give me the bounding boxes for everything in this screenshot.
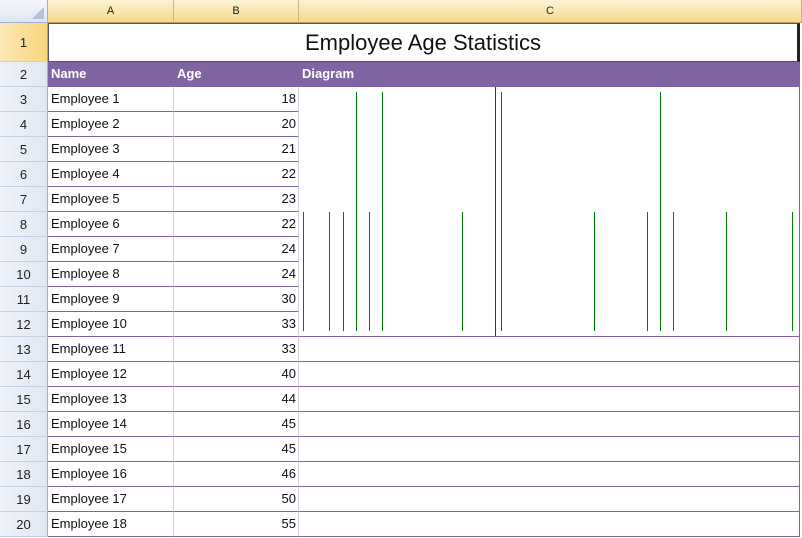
employee-age-cell[interactable]: 22 [174, 162, 299, 187]
employee-name-cell[interactable]: Employee 14 [48, 412, 174, 437]
header-age[interactable]: Age [177, 66, 202, 81]
row-header-8[interactable]: 8 [0, 212, 48, 237]
select-all-corner[interactable] [0, 0, 48, 23]
row-header-3[interactable]: 3 [0, 87, 48, 112]
employee-name-cell[interactable]: Employee 6 [48, 212, 174, 237]
employee-name-cell[interactable]: Employee 8 [48, 262, 174, 287]
employee-age-cell[interactable]: 33 [174, 337, 299, 362]
employee-age-cell[interactable]: 33 [174, 312, 299, 337]
employee-name-cell[interactable]: Employee 9 [48, 287, 174, 312]
row-header-13[interactable]: 13 [0, 337, 48, 362]
employee-name-cell[interactable]: Employee 1 [48, 87, 174, 112]
employee-age-cell[interactable]: 30 [174, 287, 299, 312]
column-header-b[interactable]: B [174, 0, 299, 23]
employee-age-cell[interactable]: 22 [174, 212, 299, 237]
employee-name-cell[interactable]: Employee 3 [48, 137, 174, 162]
diagram-empty-cell[interactable] [299, 387, 800, 412]
row-header-18[interactable]: 18 [0, 462, 48, 487]
employee-name-cell[interactable]: Employee 2 [48, 112, 174, 137]
age-diagram [299, 87, 800, 337]
employee-name-cell[interactable]: Employee 12 [48, 362, 174, 387]
row-header-6[interactable]: 6 [0, 162, 48, 187]
employee-age-cell[interactable]: 24 [174, 237, 299, 262]
employee-name-cell[interactable]: Employee 11 [48, 337, 174, 362]
table-header-row: Name Age Diagram [48, 62, 800, 87]
employee-name-cell[interactable]: Employee 16 [48, 462, 174, 487]
employee-name-cell[interactable]: Employee 7 [48, 237, 174, 262]
employee-age-cell[interactable]: 20 [174, 112, 299, 137]
employee-age-cell[interactable]: 24 [174, 262, 299, 287]
corner-triangle [32, 7, 44, 19]
strip-chart [303, 87, 793, 336]
employee-age-cell[interactable]: 23 [174, 187, 299, 212]
employee-age-cell[interactable]: 44 [174, 387, 299, 412]
header-diagram[interactable]: Diagram [302, 66, 355, 81]
row-header-10[interactable]: 10 [0, 262, 48, 287]
employee-age-cell[interactable]: 45 [174, 412, 299, 437]
row-header-16[interactable]: 16 [0, 412, 48, 437]
employee-age-cell[interactable]: 55 [174, 512, 299, 537]
employee-name-cell[interactable]: Employee 10 [48, 312, 174, 337]
row-header-9[interactable]: 9 [0, 237, 48, 262]
employee-age-cell[interactable]: 40 [174, 362, 299, 387]
employee-name-cell[interactable]: Employee 18 [48, 512, 174, 537]
diagram-empty-cell[interactable] [299, 412, 800, 437]
diagram-empty-cell[interactable] [299, 512, 800, 537]
employee-name-cell[interactable]: Employee 13 [48, 387, 174, 412]
employee-name-cell[interactable]: Employee 17 [48, 487, 174, 512]
row-header-19[interactable]: 19 [0, 487, 48, 512]
row-header-12[interactable]: 12 [0, 312, 48, 337]
row-header-5[interactable]: 5 [0, 137, 48, 162]
row-header-1[interactable]: 1 [0, 23, 48, 62]
row-header-4[interactable]: 4 [0, 112, 48, 137]
row-header-11[interactable]: 11 [0, 287, 48, 312]
diagram-empty-cell[interactable] [299, 337, 800, 362]
employee-age-cell[interactable]: 45 [174, 437, 299, 462]
diagram-empty-cell[interactable] [299, 362, 800, 387]
row-header-14[interactable]: 14 [0, 362, 48, 387]
employee-name-cell[interactable]: Employee 4 [48, 162, 174, 187]
column-header-a[interactable]: A [48, 0, 174, 23]
column-header-c[interactable]: C [299, 0, 802, 23]
row-header-17[interactable]: 17 [0, 437, 48, 462]
employee-age-cell[interactable]: 46 [174, 462, 299, 487]
row-header-20[interactable]: 20 [0, 512, 48, 537]
row-header-7[interactable]: 7 [0, 187, 48, 212]
sheet-title-cell[interactable]: Employee Age Statistics [48, 23, 800, 62]
employee-age-cell[interactable]: 18 [174, 87, 299, 112]
employee-age-cell[interactable]: 21 [174, 137, 299, 162]
diagram-empty-cell[interactable] [299, 462, 800, 487]
employee-name-cell[interactable]: Employee 15 [48, 437, 174, 462]
employee-age-cell[interactable]: 50 [174, 487, 299, 512]
header-name[interactable]: Name [51, 66, 87, 81]
diagram-empty-cell[interactable] [299, 437, 800, 462]
diagram-empty-cell[interactable] [299, 487, 800, 512]
row-header-2[interactable]: 2 [0, 62, 48, 87]
employee-name-cell[interactable]: Employee 5 [48, 187, 174, 212]
row-header-15[interactable]: 15 [0, 387, 48, 412]
